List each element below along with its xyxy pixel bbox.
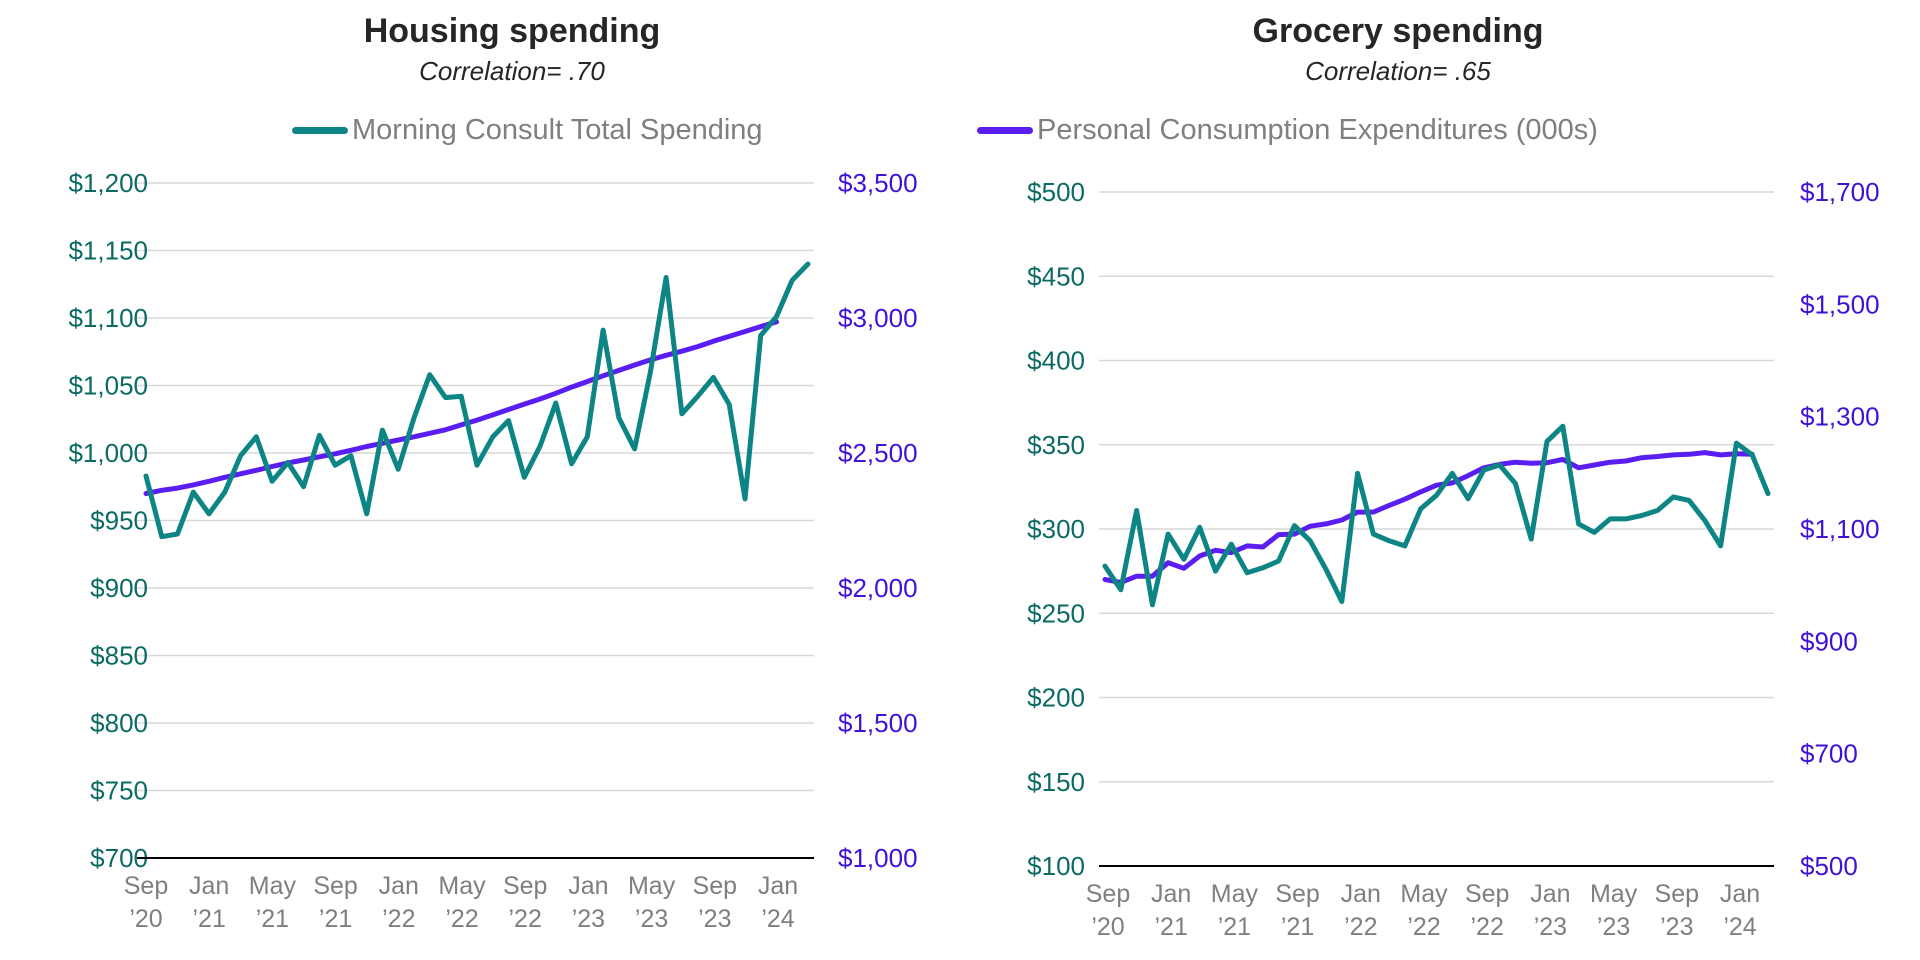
- housing-x-tick-label-year: ’21: [319, 905, 352, 933]
- grocery-x-tick-label-month: May: [1400, 880, 1448, 908]
- grocery-y-left-tick-label: $150: [1027, 767, 1085, 797]
- housing-y-left-tick-label: $750: [90, 776, 148, 806]
- housing-y-left-tick-label: $1,150: [68, 236, 148, 266]
- housing-y-right-tick-label: $1,000: [838, 843, 918, 873]
- housing-x-tick-label-month: Sep: [313, 872, 357, 900]
- grocery-y-left-tick-label: $300: [1027, 514, 1085, 544]
- housing-y-right-tick-label: $1,500: [838, 708, 918, 738]
- grocery-pce-line: [1102, 450, 1755, 585]
- housing-x-tick-label-year: ’24: [761, 905, 794, 933]
- housing-x-tick-label-month: Jan: [568, 872, 608, 900]
- housing-x-tick-label-year: ’23: [635, 905, 668, 933]
- housing-y-right-tick-label: $3,000: [838, 303, 918, 333]
- housing-y-right-tick-label: $3,500: [838, 168, 918, 198]
- grocery-y-left-tick-label: $350: [1027, 430, 1085, 460]
- grocery-y-right-tick-label: $1,500: [1800, 289, 1880, 319]
- grocery-x-tick-label-month: Sep: [1465, 880, 1509, 908]
- legend-swatch-morning-consult: [292, 126, 348, 134]
- grocery-x-tick-label-month: Jan: [1341, 880, 1381, 908]
- housing-x-tick-label-month: May: [249, 872, 297, 900]
- housing-y-left-tick-label: $900: [90, 573, 148, 603]
- grocery-y-right-tick-label: $1,700: [1800, 177, 1880, 207]
- housing-morning-consult-line: [143, 261, 811, 540]
- housing-x-tick-label-month: Jan: [189, 872, 229, 900]
- housing-y-right-tick-label: $2,000: [838, 573, 918, 603]
- housing-x-tick-label-year: ’23: [698, 905, 731, 933]
- grocery-morning-consult-line: [1102, 423, 1771, 608]
- legend-label-pce: Personal Consumption Expenditures (000s): [1037, 113, 1598, 146]
- grocery-x-tick-label-year: ’24: [1723, 913, 1756, 941]
- grocery-y-left-tick-label: $450: [1027, 261, 1085, 291]
- housing-x-tick-label-year: ’21: [256, 905, 289, 933]
- grocery-x-tick-label-month: Jan: [1151, 880, 1191, 908]
- grocery-x-tick-label-year: ’22: [1471, 913, 1504, 941]
- grocery-x-tick-label-year: ’22: [1344, 913, 1377, 941]
- grocery-x-tick-label-year: ’23: [1597, 913, 1630, 941]
- grocery-y-left-tick-label: $500: [1027, 177, 1085, 207]
- housing-y-left-tick-label: $1,000: [68, 438, 148, 468]
- grocery-x-tick-label-year: ’23: [1660, 913, 1693, 941]
- grocery-y-right-tick-label: $1,100: [1800, 514, 1880, 544]
- housing-x-tick-label-month: May: [438, 872, 486, 900]
- grocery-y-right-tick-label: $500: [1800, 851, 1858, 881]
- legend-pce: Personal Consumption Expenditures (000s): [977, 112, 1598, 148]
- housing-x-tick-label-month: Jan: [379, 872, 419, 900]
- grocery-x-tick-label-month: May: [1211, 880, 1259, 908]
- housing-y-left-tick-label: $1,100: [68, 303, 148, 333]
- housing-y-right-tick-label: $2,500: [838, 438, 918, 468]
- housing-chart-title: Housing spending: [363, 12, 661, 50]
- housing-y-left-tick-label: $1,050: [68, 371, 148, 401]
- housing-x-tick-label-year: ’20: [129, 905, 162, 933]
- grocery-y-left-tick-label: $200: [1027, 683, 1085, 713]
- grocery-x-tick-label-month: May: [1590, 880, 1638, 908]
- housing-x-tick-label-month: Sep: [124, 872, 168, 900]
- grocery-x-tick-label-year: ’20: [1091, 913, 1124, 941]
- housing-x-tick-label-month: Sep: [503, 872, 547, 900]
- grocery-y-left-tick-label: $100: [1027, 851, 1085, 881]
- housing-x-tick-label-year: ’22: [445, 905, 478, 933]
- grocery-x-tick-label-month: Sep: [1655, 880, 1699, 908]
- grocery-x-tick-label-month: Jan: [1530, 880, 1570, 908]
- housing-x-tick-label-year: ’23: [572, 905, 605, 933]
- grocery-x-tick-label-month: Sep: [1275, 880, 1319, 908]
- housing-x-tick-label-year: ’22: [509, 905, 542, 933]
- housing-y-left-tick-label: $800: [90, 708, 148, 738]
- grocery-y-right-tick-label: $700: [1800, 739, 1858, 769]
- grocery-y-left-tick-label: $400: [1027, 346, 1085, 376]
- grocery-chart-title: Grocery spending: [1252, 12, 1544, 50]
- housing-y-left-tick-label: $950: [90, 506, 148, 536]
- legend-label-morning-consult: Morning Consult Total Spending: [352, 113, 763, 146]
- grocery-chart-subtitle: Correlation= .65: [1305, 56, 1491, 86]
- housing-y-left-tick-label: $1,200: [68, 168, 148, 198]
- grocery-y-left-tick-label: $250: [1027, 598, 1085, 628]
- housing-chart-subtitle: Correlation= .70: [419, 56, 605, 86]
- grocery-x-tick-label-month: Sep: [1086, 880, 1130, 908]
- housing-x-tick-label-year: ’21: [193, 905, 226, 933]
- legend-morning-consult: Morning Consult Total Spending: [292, 112, 763, 148]
- housing-x-tick-label-month: May: [628, 872, 676, 900]
- grocery-x-tick-label-year: ’21: [1218, 913, 1251, 941]
- grocery-y-right-tick-label: $900: [1800, 626, 1858, 656]
- housing-y-left-tick-label: $850: [90, 641, 148, 671]
- housing-pce-line: [143, 319, 779, 496]
- grocery-x-tick-label-year: ’21: [1281, 913, 1314, 941]
- housing-x-tick-label-year: ’22: [382, 905, 415, 933]
- grocery-x-tick-label-month: Jan: [1720, 880, 1760, 908]
- grocery-x-tick-label-year: ’23: [1534, 913, 1567, 941]
- grocery-x-tick-label-year: ’22: [1407, 913, 1440, 941]
- grocery-x-tick-label-year: ’21: [1155, 913, 1188, 941]
- grocery-y-right-tick-label: $1,300: [1800, 402, 1880, 432]
- housing-x-tick-label-month: Sep: [693, 872, 737, 900]
- legend-swatch-pce: [977, 126, 1033, 134]
- housing-x-tick-label-month: Jan: [758, 872, 798, 900]
